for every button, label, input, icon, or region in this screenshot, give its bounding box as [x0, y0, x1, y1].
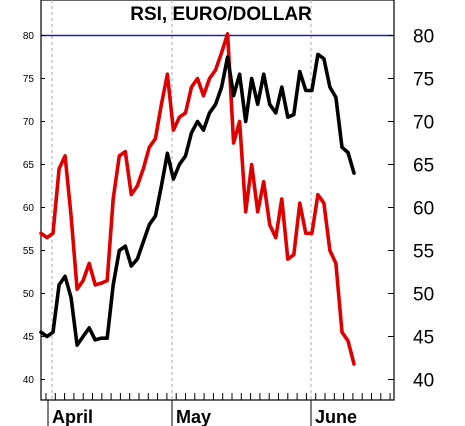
left-tick-label-75: 75: [23, 74, 35, 85]
right-tick-label-75: 75: [413, 70, 434, 91]
left-tick-label-45: 45: [23, 332, 35, 343]
series-lines: [39, 31, 356, 366]
month-label-0: April: [52, 407, 93, 426]
month-label-1: May: [176, 407, 211, 426]
right-tick-label-50: 50: [413, 285, 434, 306]
left-tick-label-55: 55: [23, 246, 35, 257]
series-line-0: [39, 31, 356, 366]
grid-lines: [51, 0, 312, 400]
right-tick-label-45: 45: [413, 328, 434, 349]
right-tick-label-80: 80: [413, 27, 434, 48]
x-axis: April May June: [45, 393, 391, 426]
chart-title: RSI, EURO/DOLLAR: [130, 4, 312, 25]
left-tick-label-80: 80: [23, 31, 35, 42]
month-label-2: June: [315, 407, 357, 426]
right-tick-label-55: 55: [413, 242, 434, 263]
left-tick-label-65: 65: [23, 160, 35, 171]
right-axis: 40 45 50 55 60 65 70 75 80: [388, 27, 434, 392]
left-tick-label-70: 70: [23, 117, 35, 128]
left-tick-label-40: 40: [23, 375, 35, 386]
right-tick-label-40: 40: [413, 371, 434, 392]
right-tick-label-65: 65: [413, 156, 434, 177]
right-tick-label-60: 60: [413, 199, 434, 220]
series-line-1: [39, 52, 356, 347]
right-tick-label-70: 70: [413, 113, 434, 134]
left-axis: 40 45 50 55 60 65 70 75 80: [23, 31, 45, 386]
left-tick-label-50: 50: [23, 289, 35, 300]
left-tick-label-60: 60: [23, 203, 35, 214]
